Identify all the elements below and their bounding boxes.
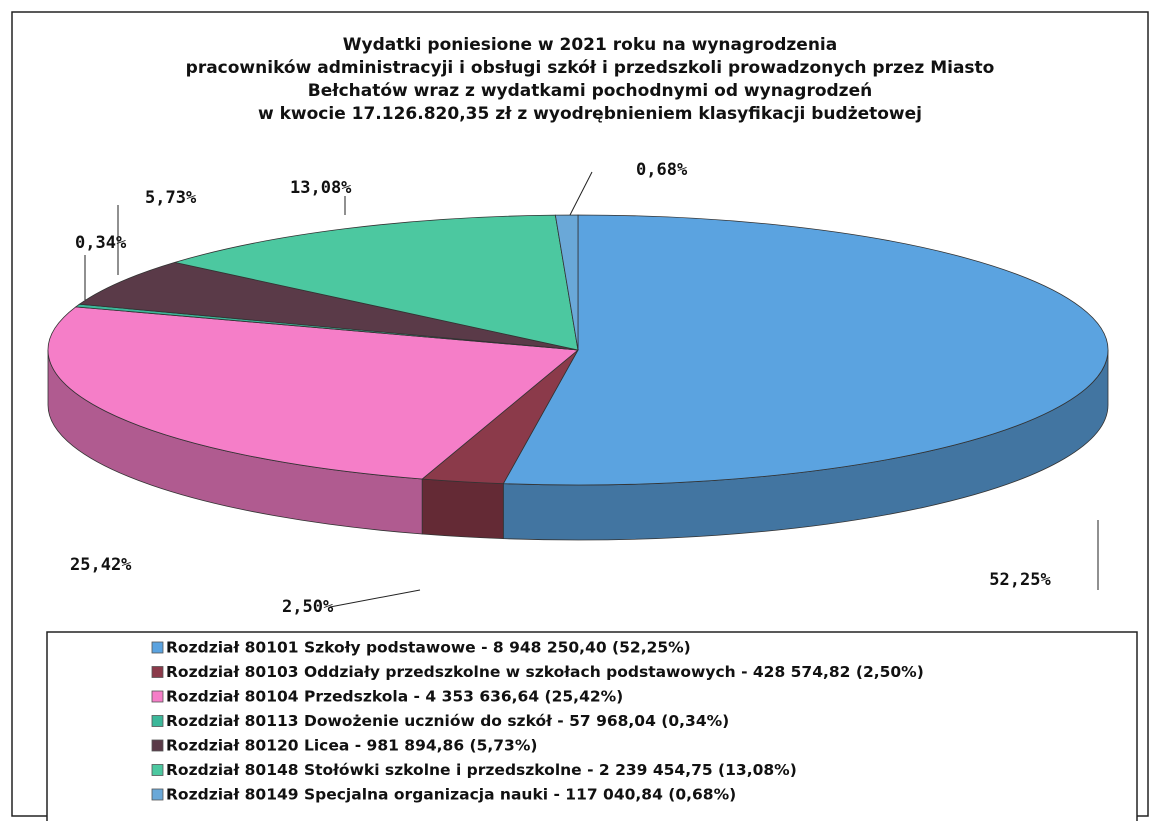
chart-title: Bełchatów wraz z wydatkami pochodnymi od… — [308, 81, 872, 101]
legend-swatch — [151, 690, 164, 703]
slice — [47, 306, 580, 480]
legend-swatch — [151, 641, 164, 654]
data-label: 2,50% — [282, 597, 334, 617]
legend-swatch — [151, 739, 164, 752]
slice — [174, 214, 579, 351]
leader-line — [329, 589, 421, 608]
legend-entry: Rozdział 80104 Przedszkola - 4 353 636,6… — [166, 688, 623, 706]
data-label: 5,73% — [145, 188, 197, 208]
legend-entry: Rozdział 80103 Oddziały przedszkolne w s… — [166, 663, 924, 681]
legend-entry: Rozdział 80120 Licea - 981 894,86 (5,73%… — [166, 737, 537, 755]
legend-entry: Rozdział 80113 Dowożenie uczniów do szkó… — [166, 712, 729, 730]
legend-swatch — [151, 788, 164, 801]
leader-line — [569, 171, 593, 216]
slice — [502, 214, 1109, 486]
slice — [78, 261, 579, 351]
chart-title: w kwocie 17.126.820,35 zł z wyodrębnieni… — [258, 104, 922, 124]
slice — [554, 214, 579, 351]
legend-entry: Rozdział 80101 Szkoły podstawowe - 8 948… — [166, 639, 691, 657]
legend-swatch — [151, 764, 164, 776]
legend-box — [46, 631, 1138, 821]
slice-side — [421, 478, 504, 540]
legend-entry: Rozdział 80148 Stołówki szkolne i przeds… — [166, 761, 797, 779]
data-label: 13,08% — [290, 178, 352, 198]
legend-entry: Rozdział 80149 Specjalna organizacja nau… — [166, 786, 736, 804]
legend-swatch — [151, 715, 164, 727]
chart-title: Wydatki poniesione w 2021 roku na wynagr… — [343, 35, 837, 55]
chart-title: pracowników administracyji i obsługi szk… — [186, 58, 995, 78]
data-label: 52,25% — [989, 570, 1051, 590]
data-label: 0,68% — [636, 160, 688, 180]
legend-swatch — [151, 666, 164, 678]
data-label: 25,42% — [70, 555, 132, 575]
data-label: 0,34% — [75, 233, 127, 253]
